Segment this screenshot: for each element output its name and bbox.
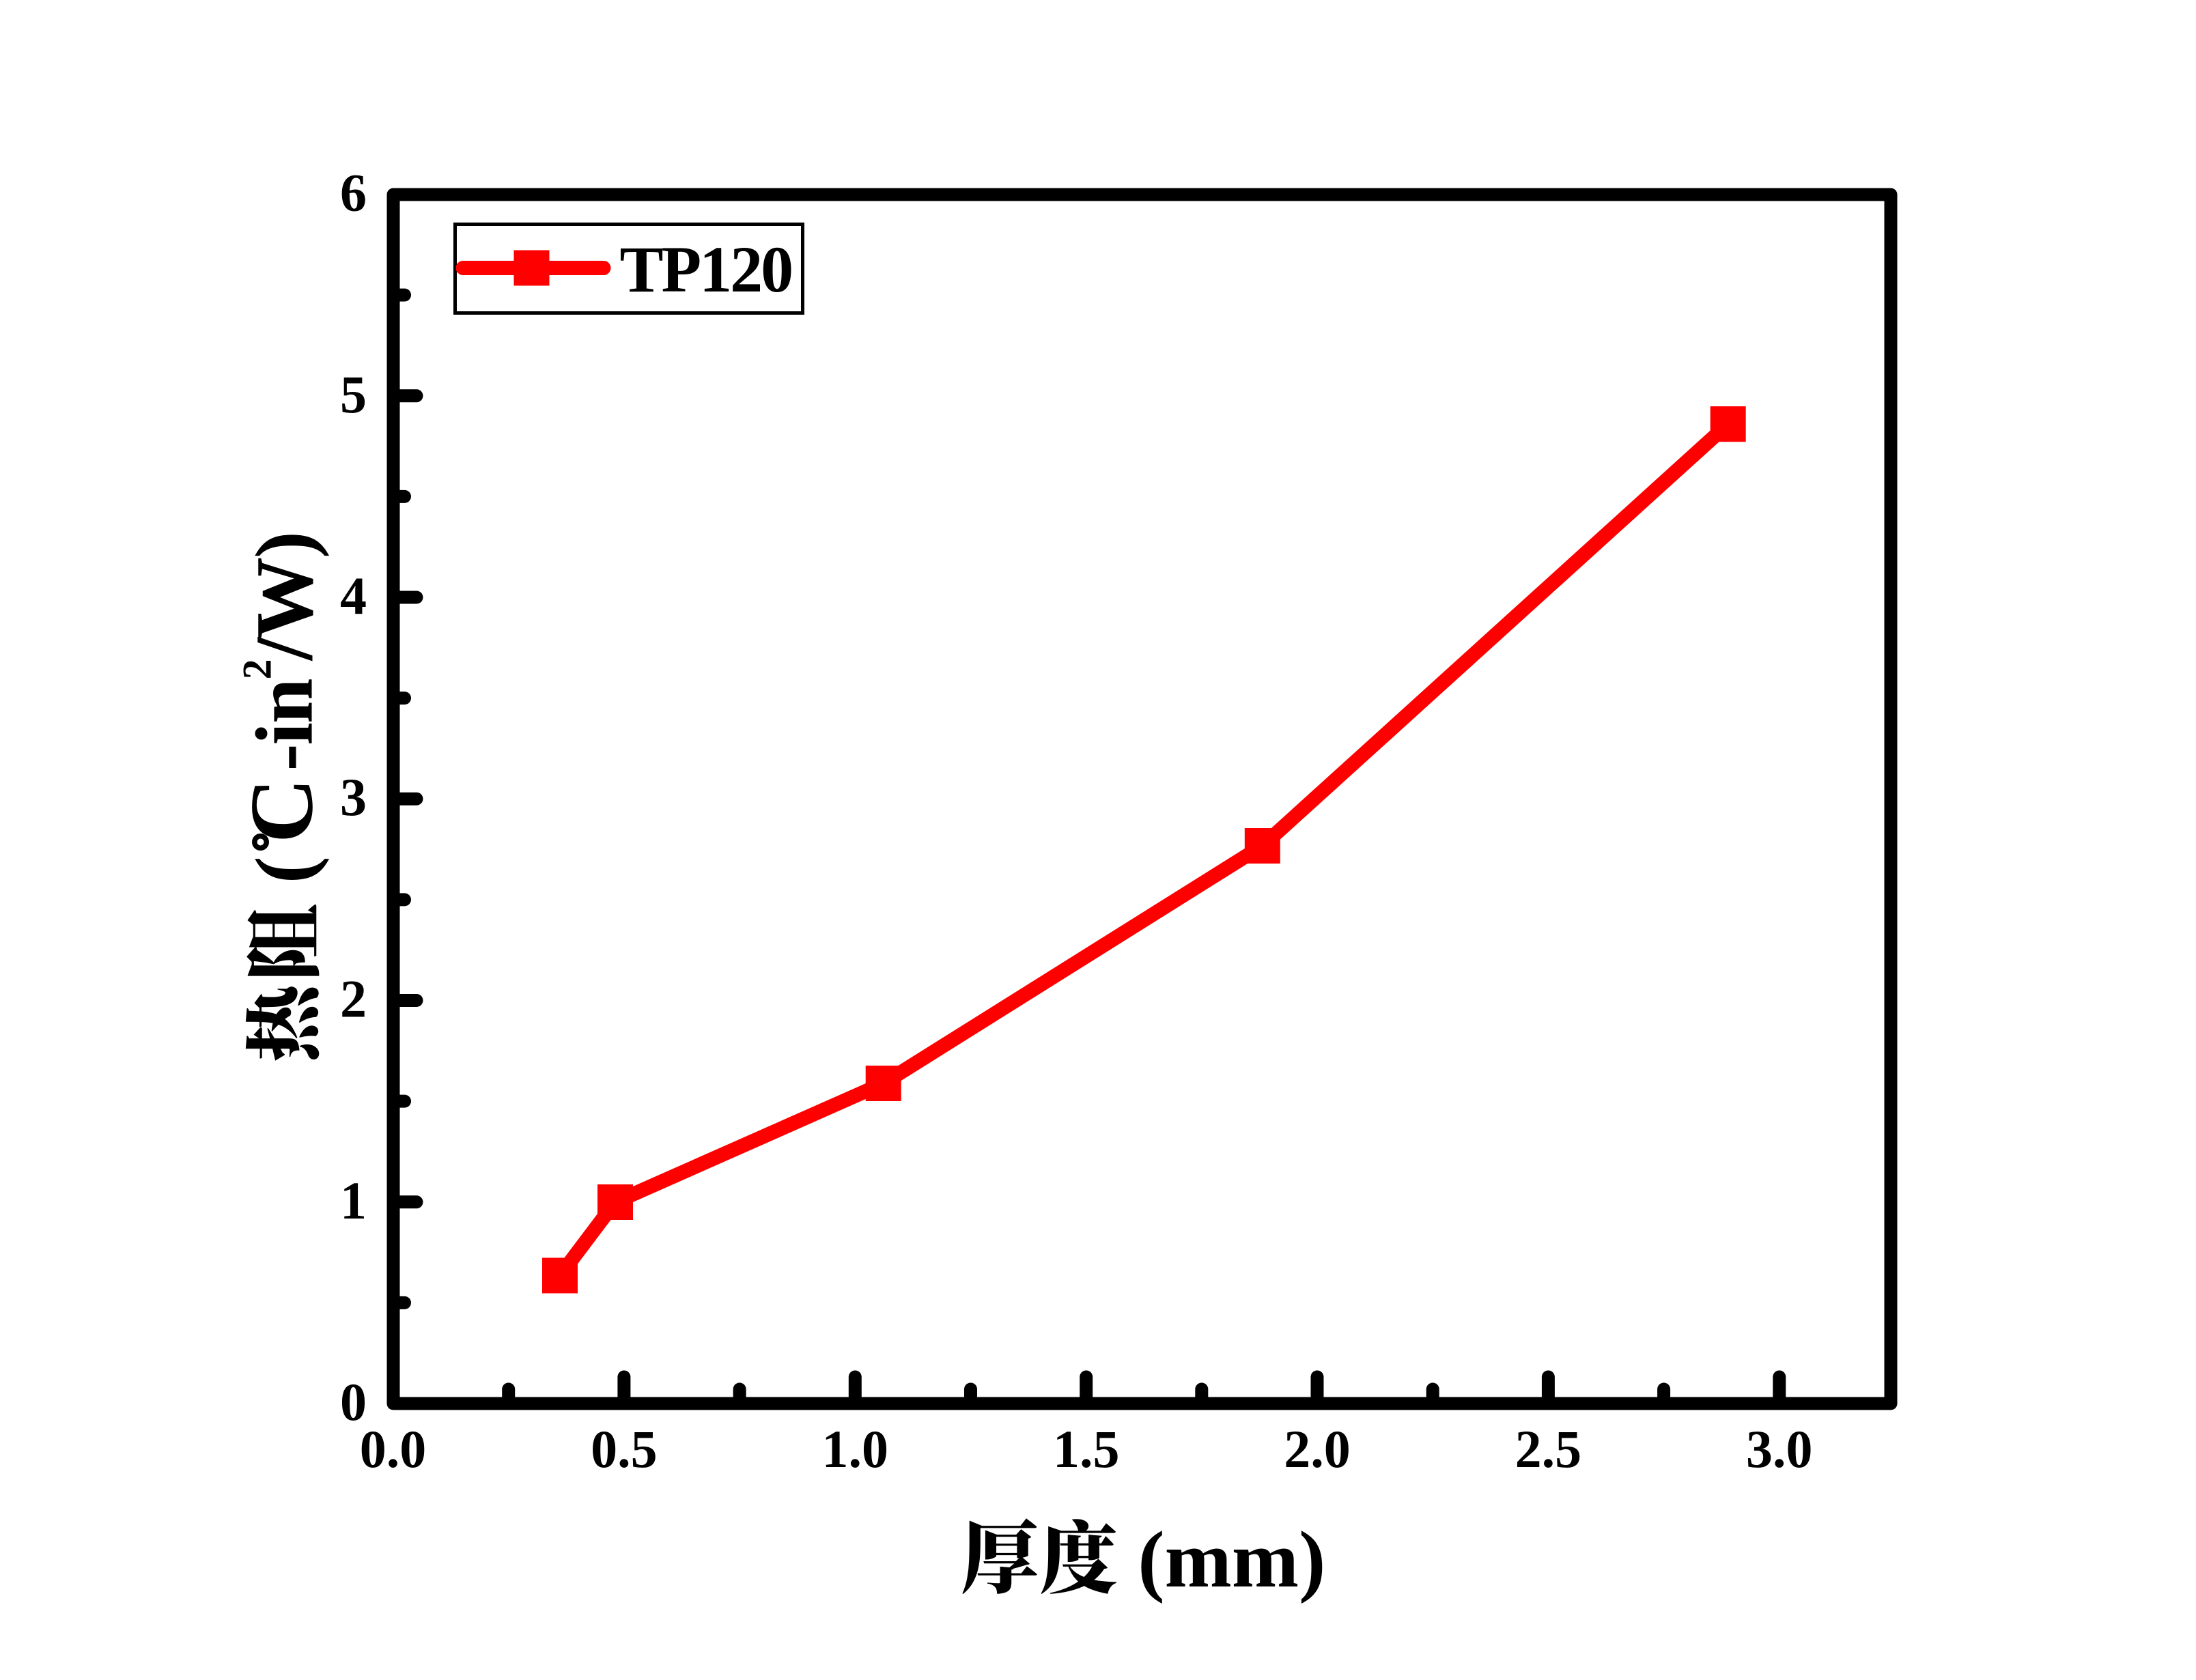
- svg-text:4: 4: [340, 566, 367, 625]
- svg-text:5: 5: [340, 365, 367, 424]
- svg-text:1: 1: [340, 1171, 367, 1230]
- svg-text:(mm): (mm): [1118, 1515, 1326, 1604]
- svg-text:TP120: TP120: [620, 233, 792, 306]
- svg-text:0: 0: [340, 1372, 367, 1432]
- svg-text:3.0: 3.0: [1746, 1419, 1813, 1479]
- svg-text:1.5: 1.5: [1053, 1419, 1120, 1479]
- svg-text:3: 3: [340, 767, 367, 827]
- svg-text:0.5: 0.5: [591, 1419, 658, 1479]
- svg-text:C: C: [231, 778, 332, 843]
- svg-text:2.0: 2.0: [1284, 1419, 1351, 1479]
- svg-text:6: 6: [340, 163, 367, 223]
- svg-text:(: (: [239, 856, 330, 883]
- svg-text:2.5: 2.5: [1515, 1419, 1582, 1479]
- svg-text:-in2/W): -in2/W): [235, 532, 330, 771]
- svg-text:2: 2: [340, 969, 367, 1029]
- svg-text:0.0: 0.0: [360, 1419, 427, 1479]
- svg-text:1.0: 1.0: [822, 1419, 889, 1479]
